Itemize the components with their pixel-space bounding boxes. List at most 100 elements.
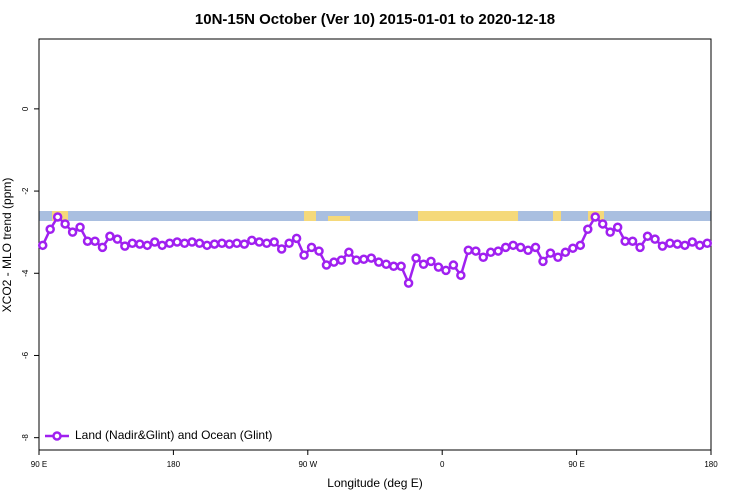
data-point [373,257,384,267]
y-tick-label: -2 [21,187,30,195]
data-point [269,237,279,247]
data-point [306,242,317,253]
data-point [75,222,85,232]
data-point [627,236,638,246]
x-tick-label: 180 [704,460,718,469]
data-point [135,239,145,249]
data-point [538,256,548,267]
data-point [366,253,377,263]
data-point [411,253,421,263]
x-axis-label: Longitude (deg E) [327,476,422,490]
x-tick-label: 90 E [568,460,584,469]
data-point [702,238,713,249]
data-point [426,256,436,267]
legend-marker [52,431,62,441]
data-point [105,231,115,242]
x-tick-label: 0 [440,460,445,469]
data-point [612,222,623,232]
data-point [523,245,533,256]
y-tick-label: -8 [21,434,30,442]
y-axis-label: XCO2 - MLO trend (ppm) [0,178,14,313]
data-point [396,261,406,272]
data-point [642,231,653,242]
data-point [67,227,78,237]
data-point [120,241,130,251]
data-point [172,237,182,247]
y-tick-label: -4 [21,269,30,277]
data-point [478,252,489,262]
data-point [456,270,466,281]
data-point [530,242,541,253]
data-point [127,238,138,249]
data-point [97,242,108,253]
data-point [112,234,123,244]
data-point [695,240,705,251]
data-point [209,239,220,249]
data-point [179,238,190,249]
data-point [187,237,197,247]
data-point [82,236,93,246]
series-line [41,214,708,287]
y-tick-label: 0 [21,106,30,111]
x-tick-label: 90 W [298,460,317,469]
data-point [239,239,250,249]
data-point [485,247,496,258]
data-point [508,240,518,251]
data-point [672,239,683,249]
data-point [650,234,660,244]
data-point [448,260,459,270]
data-point [553,252,563,262]
data-point [493,246,503,256]
data-point [545,248,556,258]
data-point [314,246,324,256]
data-point [359,254,369,265]
data-point [247,235,257,246]
x-tick-label: 180 [167,460,181,469]
data-point [433,262,444,272]
data-point [515,242,526,253]
data-point [321,260,332,270]
data-point [299,250,309,260]
data-point [149,237,160,247]
data-point [403,278,414,288]
data-point [291,233,302,244]
data-point [665,238,675,249]
y-tick-label: -6 [21,351,30,359]
data-point [597,219,608,229]
data-point [194,238,205,249]
data-point [657,241,668,251]
data-point [463,245,474,256]
data-point [575,240,586,251]
data-point [90,236,100,246]
data-point [224,239,235,249]
data-point [164,238,175,249]
data-point [142,240,153,251]
data-point [60,219,70,229]
data-point [381,259,391,269]
x-tick-label: 90 E [31,460,47,469]
data-point [351,255,362,265]
data-point [37,240,48,251]
data-point [261,238,272,249]
data-point [276,244,287,254]
data-point [344,247,354,258]
data-point [590,212,601,222]
data-point [45,224,55,235]
data-point [687,237,698,247]
data-point [388,261,399,272]
data-point [284,238,294,249]
data-point [583,224,593,235]
data-point [232,238,242,249]
data-point [336,255,347,265]
data-point [329,257,339,267]
data-point [635,242,645,253]
data-point [52,212,63,222]
data-point [680,240,690,251]
data-point [441,265,451,276]
data-point [217,238,227,249]
data-point [157,240,167,251]
data-point [568,243,578,253]
data-point [500,242,511,253]
data-point [560,247,571,258]
